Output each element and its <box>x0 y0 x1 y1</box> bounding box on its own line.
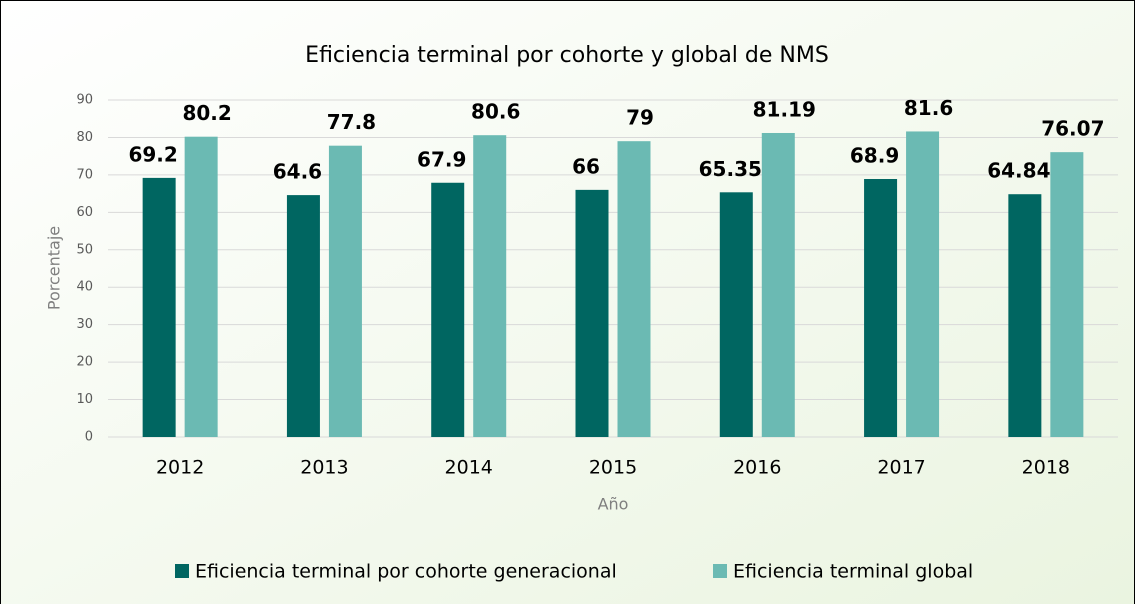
chart-title: Eficiencia terminal por cohorte y global… <box>305 43 829 68</box>
y-tick-label: 30 <box>76 317 93 332</box>
data-label: 64.6 <box>273 160 322 184</box>
y-tick-label: 10 <box>76 392 93 407</box>
bar <box>575 189 609 437</box>
x-tick-label: 2012 <box>156 457 204 479</box>
legend-swatch <box>175 564 189 578</box>
data-label: 64.84 <box>987 159 1050 183</box>
data-label: 66 <box>572 154 600 178</box>
bar <box>761 132 795 437</box>
y-tick-label: 20 <box>76 355 93 370</box>
y-tick-label: 60 <box>76 205 93 220</box>
x-tick-label: 2013 <box>300 457 348 479</box>
data-label: 81.19 <box>753 97 816 121</box>
y-tick-label: 40 <box>76 280 93 295</box>
x-tick-label: 2014 <box>445 457 493 479</box>
y-tick-label: 90 <box>76 93 93 108</box>
y-tick-label: 70 <box>76 167 93 182</box>
x-axis-label: Año <box>598 495 629 514</box>
data-label: 76.07 <box>1041 117 1104 141</box>
x-tick-label: 2016 <box>733 457 781 479</box>
bar <box>142 177 176 437</box>
data-label: 67.9 <box>417 147 466 171</box>
y-tick-label: 80 <box>76 130 93 145</box>
bar <box>719 192 753 437</box>
legend-label: Eficiencia terminal global <box>733 561 973 583</box>
data-label: 69.2 <box>128 142 177 166</box>
bar <box>617 141 651 437</box>
data-label: 80.2 <box>182 101 231 125</box>
legend-swatch <box>713 564 727 578</box>
bar <box>1008 194 1042 437</box>
legend-label: Eficiencia terminal por cohorte generaci… <box>195 561 617 583</box>
bar <box>864 179 898 437</box>
x-tick-label: 2017 <box>877 457 925 479</box>
bar <box>328 145 362 437</box>
y-axis-label: Porcentaje <box>45 226 64 310</box>
bar <box>184 136 218 437</box>
bar <box>906 131 940 437</box>
data-label: 65.35 <box>699 157 762 181</box>
bar <box>1050 152 1084 438</box>
y-tick-label: 50 <box>76 242 93 257</box>
data-label: 79 <box>626 106 654 130</box>
bar <box>473 135 507 437</box>
data-label: 81.6 <box>904 96 953 120</box>
data-label: 80.6 <box>471 100 520 124</box>
bar <box>286 195 320 437</box>
x-tick-label: 2018 <box>1022 457 1070 479</box>
bar <box>431 182 465 437</box>
y-tick-label: 0 <box>85 430 93 445</box>
data-label: 77.8 <box>327 110 376 134</box>
x-tick-label: 2015 <box>589 457 637 479</box>
data-label: 68.9 <box>850 144 899 168</box>
